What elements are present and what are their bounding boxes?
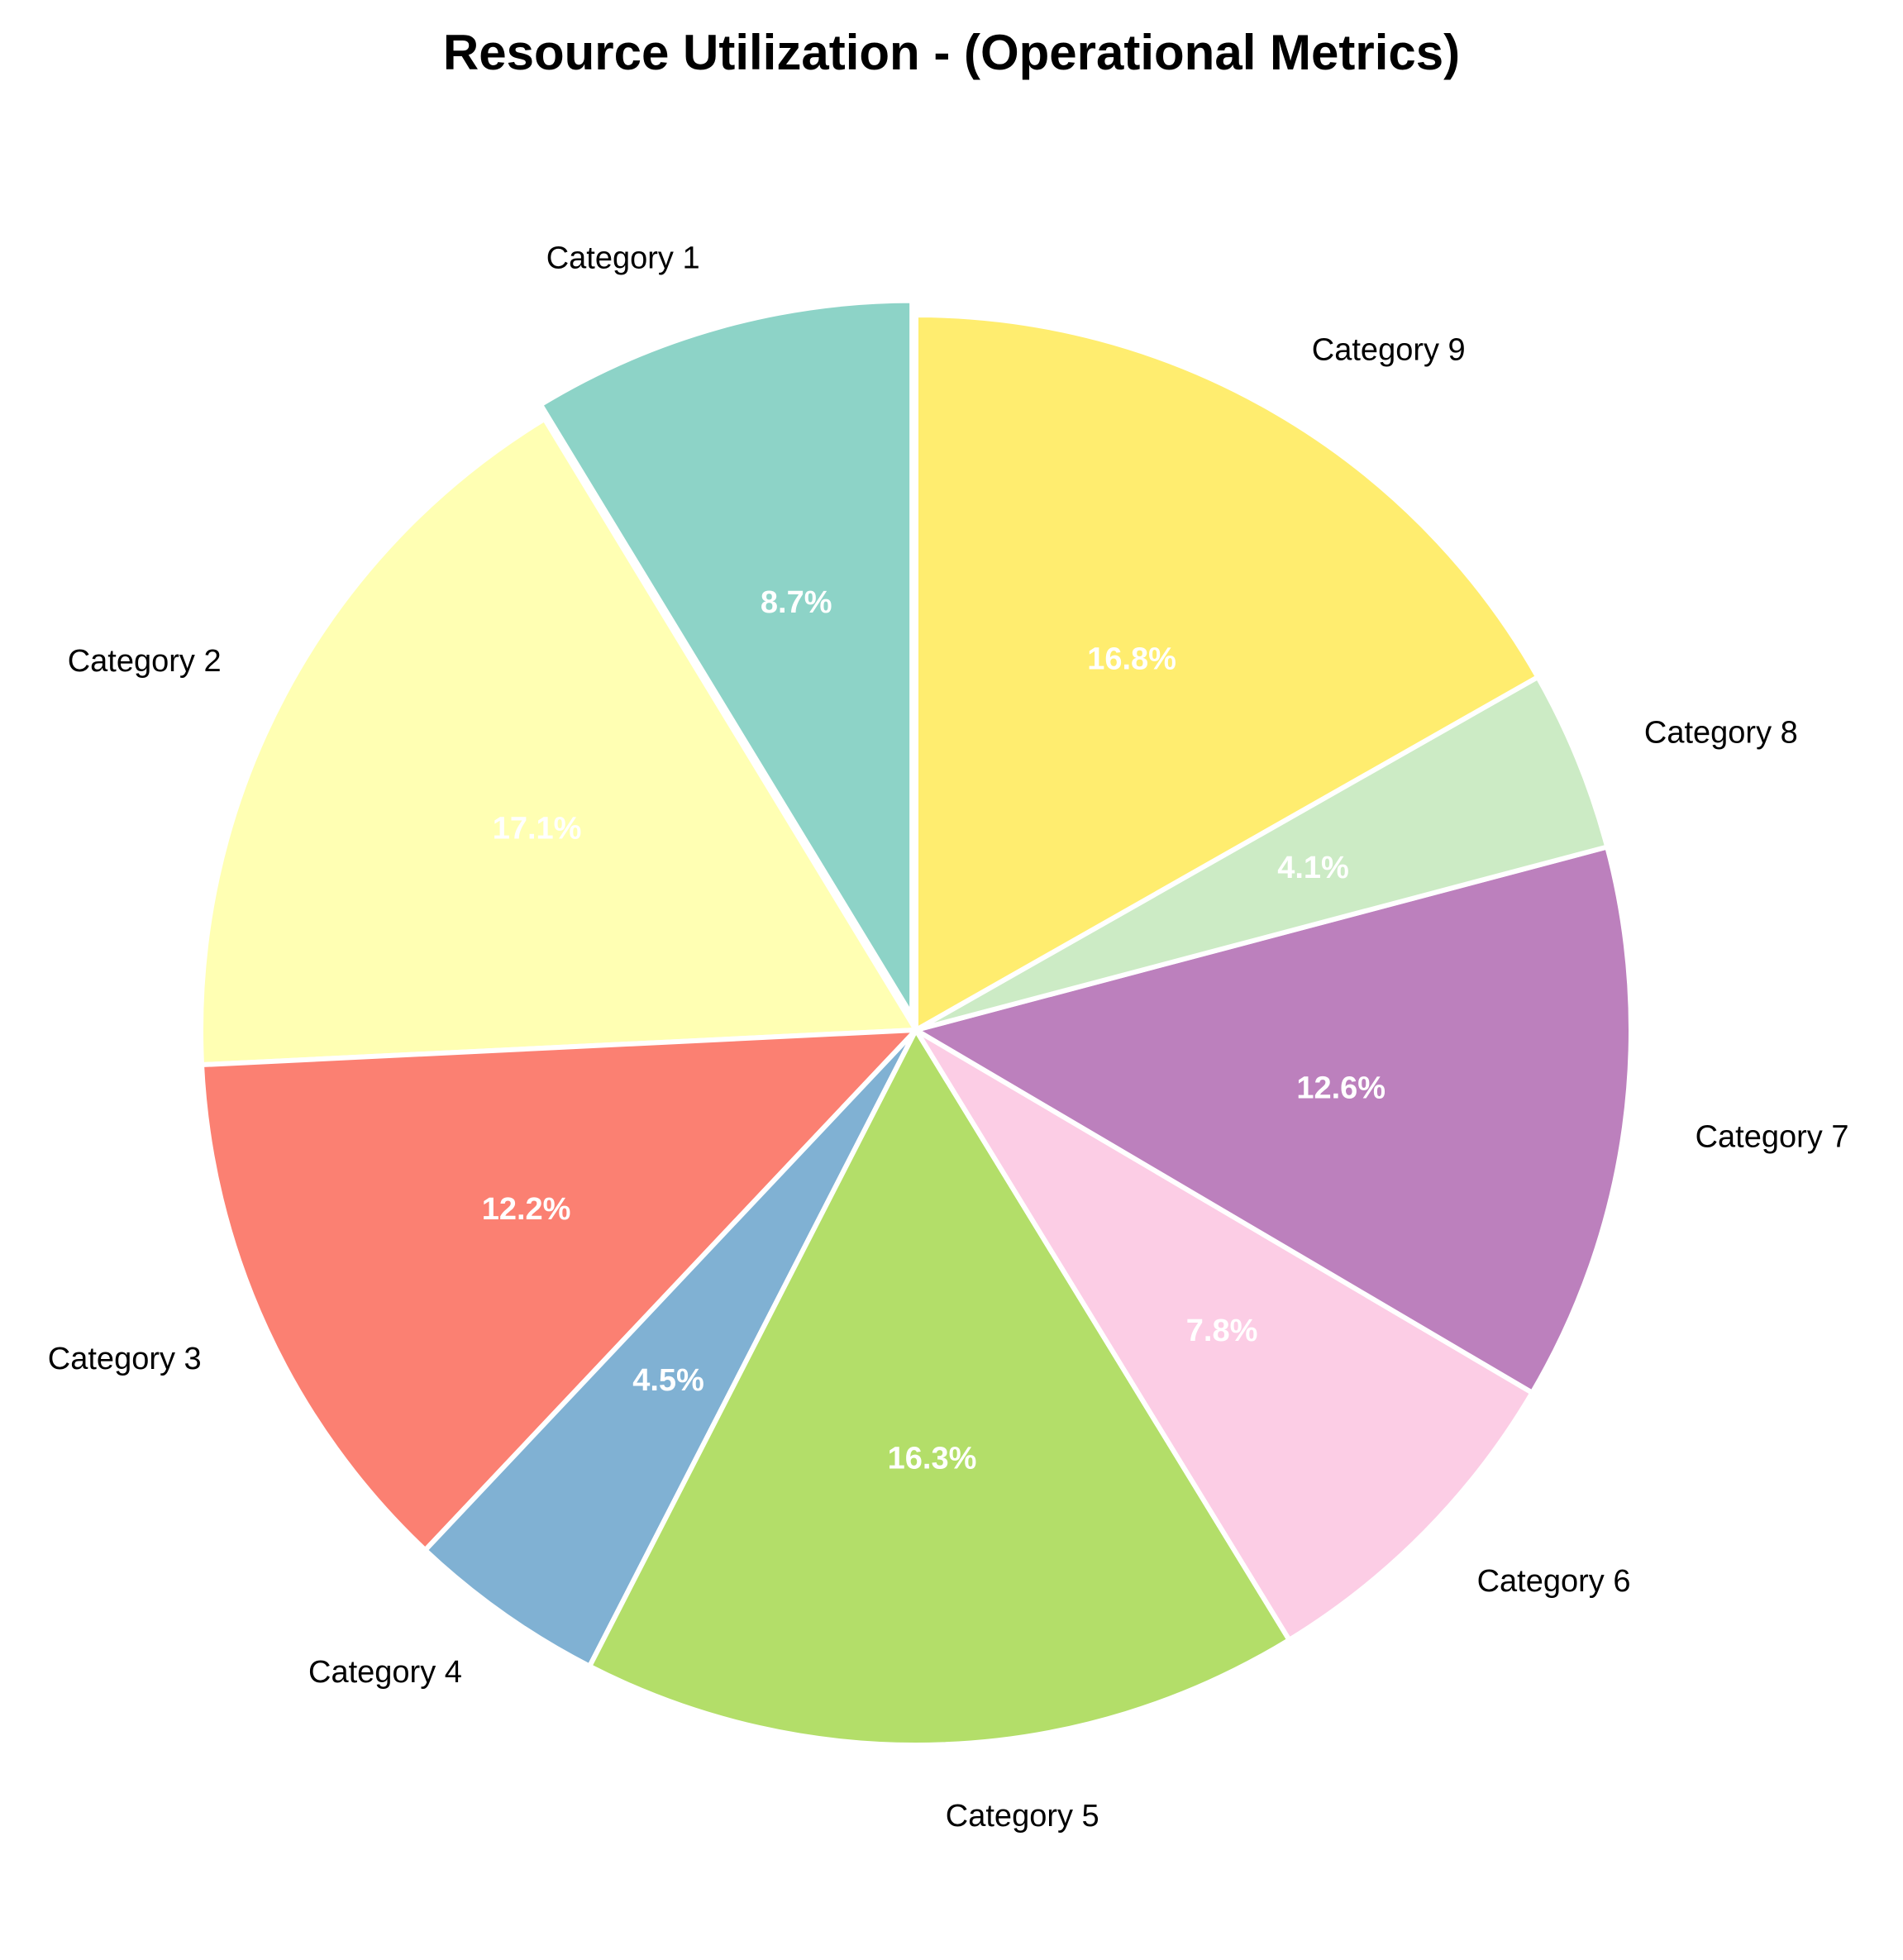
category-label-6: Category 6 [1477, 1564, 1631, 1599]
pie-slices [198, 298, 1634, 1748]
category-label-5: Category 5 [946, 1799, 1099, 1834]
pie-slice-4 [422, 1028, 918, 1669]
pct-label-4: 4.5% [632, 1363, 704, 1398]
category-label-1: Category 1 [546, 241, 700, 275]
category-label-9: Category 9 [1312, 333, 1466, 368]
pct-label-1: 8.7% [761, 585, 832, 620]
category-label-7: Category 7 [1696, 1120, 1849, 1155]
category-label-4: Category 4 [308, 1655, 462, 1690]
pie-slice-3 [199, 1028, 918, 1553]
pct-label-9: 16.8% [1087, 642, 1176, 677]
pie-slice-2 [198, 416, 918, 1068]
pct-label-8: 4.1% [1277, 851, 1349, 885]
pct-label-3: 12.2% [482, 1192, 571, 1227]
category-label-2: Category 2 [68, 644, 222, 679]
pie-slice-9 [913, 312, 1541, 1032]
pct-label-7: 12.6% [1296, 1071, 1386, 1106]
pie-slice-8 [913, 674, 1610, 1032]
pie-slice-5 [587, 1028, 1292, 1748]
pie-slice-6 [913, 1028, 1535, 1643]
category-labels: Category 1 Category 2 Category 3 Category 4… [48, 241, 1849, 1833]
pct-label-6: 7.8% [1186, 1314, 1258, 1348]
category-label-3: Category 3 [48, 1342, 202, 1376]
pct-label-2: 17.1% [493, 812, 582, 846]
percentage-labels: 8.7% 17.1% 12.2% 4.5% 16.3% 7.8% 12.6% 4.1% 16.8… [482, 585, 1386, 1476]
category-label-8: Category 8 [1644, 715, 1798, 750]
chart-title: Resource Utilization - (Operational Metr… [443, 25, 1460, 80]
pct-label-5: 16.3% [888, 1442, 977, 1476]
pie-slice-1 [537, 298, 915, 1018]
